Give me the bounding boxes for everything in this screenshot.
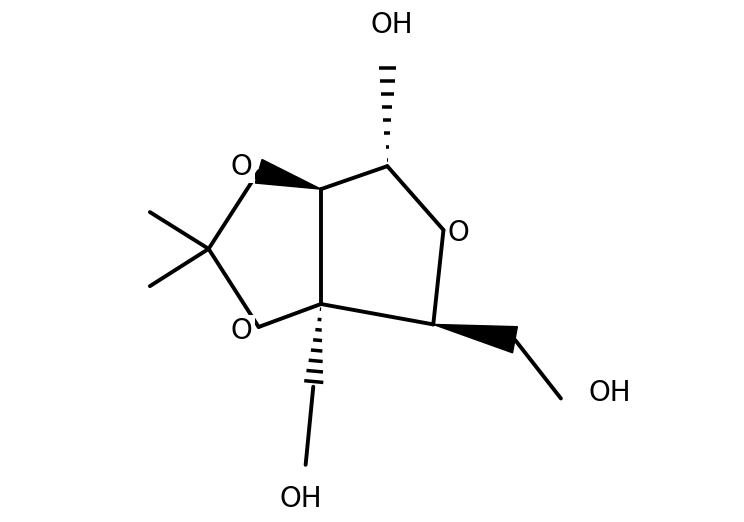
Polygon shape <box>255 160 321 189</box>
Text: OH: OH <box>279 485 322 513</box>
Text: OH: OH <box>370 10 413 39</box>
Text: O: O <box>231 317 253 345</box>
Text: OH: OH <box>589 379 632 407</box>
Polygon shape <box>433 325 517 353</box>
Text: O: O <box>448 219 469 246</box>
Text: O: O <box>231 153 253 181</box>
